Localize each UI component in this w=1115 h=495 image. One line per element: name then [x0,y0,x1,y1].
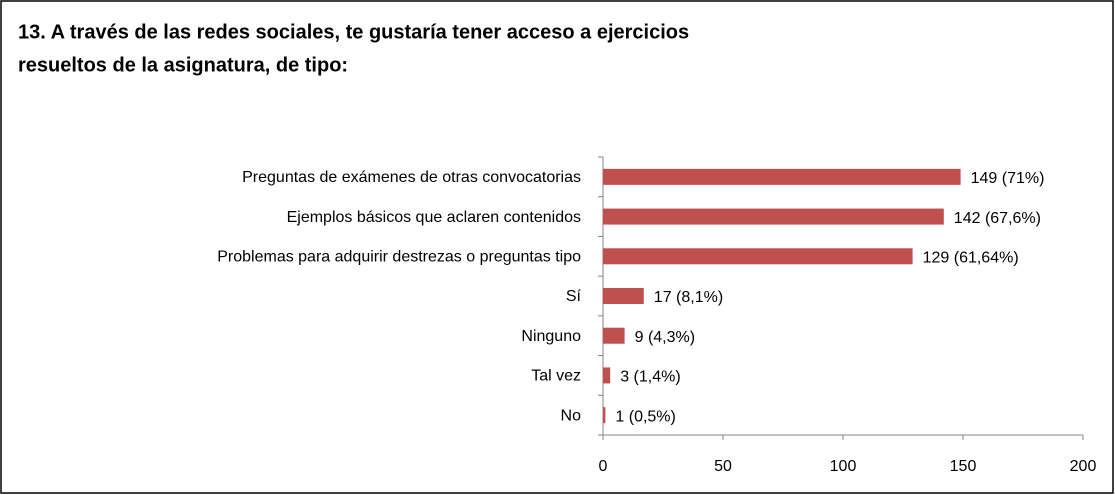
bar [603,288,644,304]
y-tick-label: Ejemplos básicos que aclaren contenidos [287,209,581,226]
x-tick-label: 150 [950,458,977,475]
bar [603,407,606,424]
bar [603,327,625,344]
chart-title: resueltos de la asignatura, de tipo: [18,54,348,76]
y-tick-label: Ninguno [521,328,581,345]
bar [603,208,944,225]
x-tick-label: 0 [599,458,608,475]
y-tick-label: Tal vez [531,368,581,385]
value-label: 1 (0,5%) [615,408,675,425]
chart-title: 13. A través de las redes sociales, te g… [18,21,689,43]
value-label: 149 (71%) [971,170,1045,187]
y-tick-label: Preguntas de exámenes de otras convocato… [242,169,581,186]
value-label: 3 (1,4%) [620,369,680,386]
bar [603,168,961,185]
value-label: 17 (8,1%) [654,289,723,306]
bar [603,248,913,265]
y-tick-label: Problemas para adquirir destrezas o preg… [217,249,581,266]
value-label: 142 (67,6%) [954,210,1041,227]
x-tick-label: 50 [714,458,732,475]
bar [603,367,611,384]
value-label: 9 (4,3%) [635,329,695,346]
y-tick-label: No [561,407,582,424]
y-tick-label: Sí [566,288,582,305]
x-tick-label: 200 [1070,458,1097,475]
x-tick-label: 100 [830,458,857,475]
value-label: 129 (61,64%) [923,250,1019,267]
